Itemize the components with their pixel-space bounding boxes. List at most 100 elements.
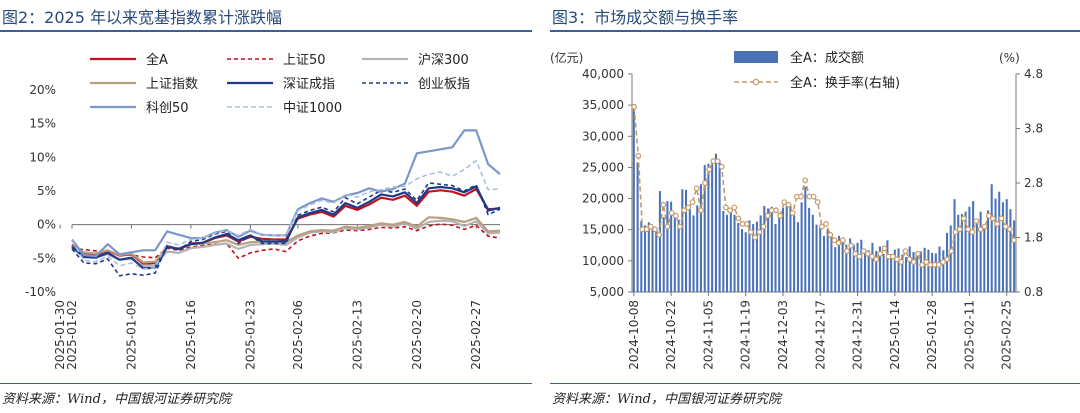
- bar: [673, 215, 676, 292]
- x-tick-label: 2024-12-17: [813, 300, 827, 370]
- turnover-point: [940, 259, 946, 265]
- turnover-point: [693, 185, 700, 192]
- turnover-point: [948, 248, 955, 255]
- bar: [893, 249, 896, 292]
- y2-axis-label: (%): [999, 51, 1020, 65]
- turnover-point: [668, 210, 675, 216]
- turnover-point: [689, 199, 696, 206]
- turnover-point: [785, 201, 792, 208]
- y2-tick-label: 1.8: [1024, 231, 1043, 245]
- bar: [703, 164, 706, 292]
- turnover-point: [906, 256, 913, 263]
- y2-tick-label: 4.8: [1024, 67, 1043, 81]
- chart-panel-index-returns: 图2：2025 年以来宽基指数累计涨跌幅 -10% -5% 0% 5% 10% 15% 20…: [0, 0, 532, 413]
- turnover-point: [894, 256, 900, 263]
- y-tick-label: 30,000: [582, 129, 624, 143]
- bar: [819, 227, 822, 292]
- bar: [890, 254, 893, 292]
- turnover-point: [935, 261, 942, 268]
- x-tick-label: 2025-01-02: [65, 300, 79, 370]
- turnover-point: [910, 259, 917, 265]
- bar: [949, 225, 952, 292]
- bar: [688, 206, 691, 292]
- y-tick-label: 20%: [29, 83, 56, 97]
- bar: [882, 254, 885, 292]
- legend-label: 上证指数: [146, 77, 198, 92]
- legend-label: 全A: [146, 52, 168, 68]
- x-tick-label: 2024-10-08: [627, 300, 641, 370]
- turnover-point: [994, 220, 1001, 227]
- bar: [837, 235, 840, 292]
- turnover-point: [672, 212, 679, 219]
- x-tick-label: 2025-02-20: [410, 300, 424, 370]
- bar: [714, 153, 717, 292]
- bar: [647, 222, 650, 292]
- series-line: [71, 159, 501, 270]
- bar: [774, 224, 777, 292]
- turnover-point: [998, 215, 1005, 222]
- x-tick-label: 2025-01-28: [925, 300, 939, 370]
- turnover-point: [952, 229, 959, 236]
- bar: [979, 211, 982, 292]
- bar: [823, 235, 826, 292]
- x-tick-label: 2025-02-25: [1000, 300, 1014, 370]
- turnover-point: [718, 163, 725, 170]
- bar: [632, 107, 635, 292]
- bar: [912, 252, 915, 292]
- turnover-point: [977, 226, 984, 233]
- turnover-point: [839, 237, 846, 244]
- y-tick-label: 5%: [37, 184, 56, 198]
- turnover-point: [856, 253, 863, 260]
- y-tick-label: 5,000: [590, 285, 624, 299]
- bar: [841, 237, 844, 292]
- bar: [830, 237, 833, 292]
- y2-tick-label: 0.8: [1024, 285, 1043, 299]
- x-tick-label: 2024-11-05: [701, 300, 715, 370]
- turnover-point: [656, 231, 662, 238]
- bar: [975, 222, 978, 292]
- x-tick-label: 2025-01-30: [53, 300, 67, 370]
- turnover-point: [714, 158, 721, 165]
- bar: [886, 240, 889, 292]
- series-line: [71, 219, 501, 268]
- turnover-point: [810, 193, 817, 200]
- turnover-point: [727, 207, 734, 214]
- legend-label: 全A：换手率(右轴): [790, 75, 900, 91]
- bar: [957, 214, 960, 292]
- x-tick-label: 2025-01-09: [124, 300, 138, 370]
- bar: [741, 229, 744, 292]
- turnover-point: [752, 234, 759, 241]
- legend-label: 上证50: [283, 53, 326, 68]
- turnover-point: [660, 201, 667, 208]
- bar: [670, 201, 673, 292]
- bar: [666, 201, 669, 292]
- turnover-point: [877, 250, 884, 257]
- turnover-point: [986, 212, 992, 219]
- bar: [1013, 220, 1016, 292]
- turnover-point: [890, 253, 896, 260]
- turnover-point: [760, 223, 767, 230]
- turnover-point: [944, 256, 951, 263]
- y-tick-label: 35,000: [582, 98, 624, 112]
- bar: [908, 246, 911, 292]
- bar: [763, 206, 766, 292]
- turnover-point: [864, 250, 871, 257]
- source-note: 资料来源：Wind，中国银河证券研究院: [2, 392, 231, 407]
- turnover-point: [681, 207, 688, 214]
- turnover-point: [756, 229, 763, 236]
- bar: [968, 206, 971, 292]
- legend-label: 创业板指: [418, 77, 470, 92]
- bar: [655, 228, 658, 292]
- turnover-point: [743, 220, 750, 227]
- turnover-point: [643, 226, 650, 233]
- bar: [953, 199, 956, 292]
- bar: [770, 206, 773, 292]
- bar: [677, 219, 680, 292]
- x-tick-label: 2025-02-06: [291, 300, 305, 370]
- turnover-point: [860, 248, 867, 255]
- turnover-point: [881, 245, 888, 252]
- bar: [662, 217, 665, 292]
- legend-label: 沪深300: [418, 52, 469, 68]
- legend-label: 全A：成交额: [790, 50, 864, 66]
